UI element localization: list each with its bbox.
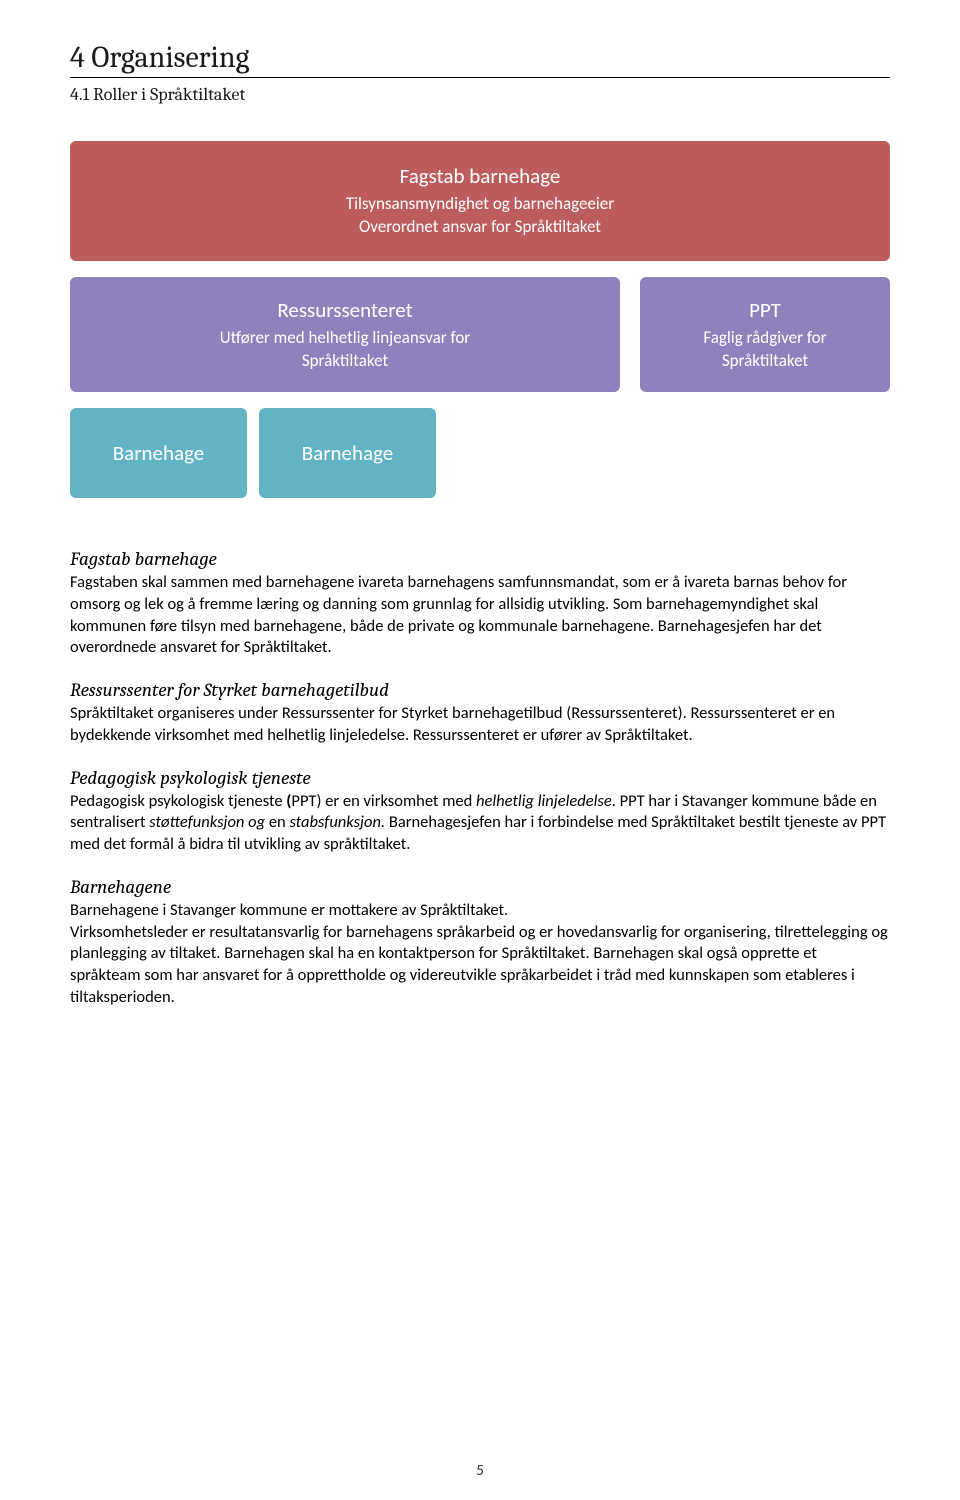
section3-body: Pedagogisk psykologisk tjeneste (PPT) er…: [70, 791, 890, 856]
s3-pre: Pedagogisk psykologisk tjeneste: [70, 791, 286, 811]
barnehage-label-2: Barnehage: [302, 440, 394, 466]
fagstab-line1: Tilsynsansmyndighet og barnehageeier: [346, 193, 614, 216]
ppt-line1: Faglig rådgiver for: [703, 327, 826, 350]
section4-body: Barnehagene i Stavanger kommune er motta…: [70, 900, 890, 1009]
barnehage-box-1: Barnehage: [70, 408, 247, 498]
s3-it2: støttefunksjon og: [149, 812, 265, 832]
section2-body: Språktiltaket organiseres under Ressurss…: [70, 703, 890, 747]
fagstab-title: Fagstab barnehage: [400, 163, 561, 189]
section2-title: Ressurssenter for Styrket barnehagetilbu…: [70, 679, 890, 701]
subheading: 4.1 Roller i Språktiltaket: [70, 84, 890, 105]
diagram-row-1: Fagstab barnehage Tilsynsansmyndighet og…: [70, 141, 890, 261]
ppt-line2: Språktiltaket: [722, 350, 808, 373]
ressurssenteret-line2: Språktiltaket: [302, 350, 388, 373]
fagstab-box: Fagstab barnehage Tilsynsansmyndighet og…: [70, 141, 890, 261]
heading-divider: [70, 77, 890, 78]
section4-title: Barnehagene: [70, 876, 890, 898]
diagram-row-3: Barnehage Barnehage: [70, 408, 890, 498]
diagram-row-2: Ressurssenteret Utfører med helhetlig li…: [70, 277, 890, 392]
page-number: 5: [476, 1462, 484, 1480]
ppt-box: PPT Faglig rådgiver for Språktiltaket: [640, 277, 890, 392]
s3-mid1: PPT) er en virksomhet med: [291, 791, 476, 811]
barnehage-label-1: Barnehage: [113, 440, 205, 466]
fagstab-line2: Overordnet ansvar for Språktiltaket: [359, 216, 601, 239]
barnehage-box-2: Barnehage: [259, 408, 436, 498]
ressurssenteret-box: Ressurssenteret Utfører med helhetlig li…: [70, 277, 620, 392]
section1-body: Fagstaben skal sammen med barnehagene iv…: [70, 572, 890, 659]
section3-title: Pedagogisk psykologisk tjeneste: [70, 767, 890, 789]
org-diagram: Fagstab barnehage Tilsynsansmyndighet og…: [70, 141, 890, 498]
section1-title: Fagstab barnehage: [70, 548, 890, 570]
ppt-title: PPT: [749, 297, 781, 323]
ressurssenteret-line1: Utfører med helhetlig linjeansvar for: [220, 327, 470, 350]
s3-mid3: en: [265, 812, 289, 832]
s3-it1: helhetlig linjeledelse: [476, 791, 612, 811]
s3-it3: stabsfunksjon.: [289, 812, 385, 832]
page-heading: 4 Organisering: [70, 40, 890, 75]
ressurssenteret-title: Ressurssenteret: [277, 297, 412, 323]
